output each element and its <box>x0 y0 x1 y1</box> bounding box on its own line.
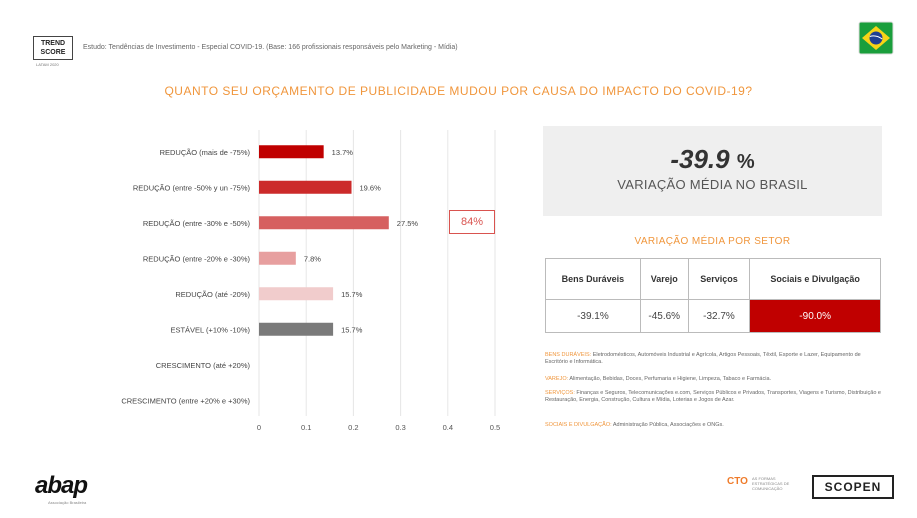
scopen-logo: SCOPEN <box>812 475 894 499</box>
x-tick-label: 0.2 <box>348 423 358 432</box>
average-variation-box: -39.9 % VARIAÇÃO MÉDIA NO BRASIL <box>543 126 882 216</box>
bar <box>259 287 334 301</box>
logo-line1: TREND <box>40 40 66 47</box>
sector-header: Bens Duráveis <box>545 258 641 300</box>
sector-title: VARIAÇÃO MÉDIA POR SETOR <box>634 236 791 247</box>
sector-value: -45.6% <box>639 299 689 333</box>
x-tick-label: 0.4 <box>443 423 453 432</box>
abap-subtitle: Associação Brasileira <box>48 500 87 505</box>
bar <box>259 145 324 159</box>
bar <box>259 216 389 230</box>
category-label: REDUÇÃO (entre -30% e -50%) <box>143 219 251 228</box>
legend-text: Finanças e Seguros, Telecomunicações e.c… <box>545 390 881 403</box>
sector-value: -39.1% <box>545 299 641 333</box>
sector-header-row: Bens Duráveis Varejo Serviços Sociais e … <box>545 258 881 300</box>
logo-line2: SCORE <box>40 49 66 56</box>
average-value: -39.9 % <box>543 144 882 175</box>
value-label: 7.8% <box>304 254 321 263</box>
legend-item: BENS DURÁVEIS: Eletrodomésticos, Automóv… <box>545 352 881 366</box>
sector-header: Sociais e Divulgação <box>749 258 881 300</box>
abap-logo: abap <box>35 472 88 499</box>
value-label: 27.5% <box>397 219 419 228</box>
sector-value-highlight: -90.0% <box>749 299 881 333</box>
category-label: CRESCIMENTO (até +20%) <box>156 361 251 370</box>
legend-item: SOCIAIS E DIVULGAÇÃO: Administração Públ… <box>545 422 881 429</box>
legend-text: Administração Pública, Associações e ONG… <box>612 422 724 428</box>
sector-value-row: -39.1% -45.6% -32.7% -90.0% <box>545 299 881 333</box>
average-caption: VARIAÇÃO MÉDIA NO BRASIL <box>617 177 808 192</box>
average-unit: % <box>736 151 755 173</box>
cto-logo: CTO <box>727 476 748 487</box>
x-tick-label: 0.1 <box>301 423 311 432</box>
value-label: 13.7% <box>332 148 354 157</box>
legend-text: Alimentação, Bebidas, Doces, Perfumaria … <box>569 376 772 382</box>
x-tick-label: 0 <box>257 423 261 432</box>
brazil-flag-icon <box>858 21 894 55</box>
bar <box>259 180 352 194</box>
average-number: -39.9 <box>670 144 730 174</box>
bar <box>259 322 334 336</box>
sector-table: Bens Duráveis Varejo Serviços Sociais e … <box>545 258 881 333</box>
category-label: REDUÇÃO (entre -20% e -30%) <box>143 254 251 263</box>
legend-item: SERVIÇOS: Finanças e Seguros, Telecomuni… <box>545 390 881 404</box>
x-tick-label: 0.3 <box>395 423 405 432</box>
logo-subtitle: LATAM 2020 <box>36 62 59 67</box>
category-label: ESTÁVEL (+10% -10%) <box>170 325 250 334</box>
x-tick-label: 0.5 <box>490 423 500 432</box>
category-label: CRESCIMENTO (entre +20% e +30%) <box>121 396 250 405</box>
legend-item: VAREJO: Alimentação, Bebidas, Doces, Per… <box>545 376 881 383</box>
value-label: 15.7% <box>341 290 363 299</box>
category-label: REDUÇÃO (mais de -75%) <box>160 148 251 157</box>
trend-score-logo: TREND SCORE <box>33 36 73 60</box>
legend-key: SOCIAIS E DIVULGAÇÃO: <box>545 422 612 428</box>
sector-header: Serviços <box>687 258 751 300</box>
chart-title: QUANTO SEU ORÇAMENTO DE PUBLICIDADE MUDO… <box>164 84 753 98</box>
study-description: Estudo: Tendências de Investimento - Esp… <box>83 44 458 51</box>
value-label: 19.6% <box>360 183 382 192</box>
category-label: REDUÇÃO (até -20%) <box>175 290 250 299</box>
value-label: 15.7% <box>341 325 363 334</box>
legend-text: Eletrodomésticos, Automóveis Industrial … <box>545 352 861 365</box>
total-reduction-callout: 84% <box>449 210 495 234</box>
bar <box>259 251 296 265</box>
cto-subtitle: AS FORMAS ESTRATÉGICAS DE COMUNICAÇÃO <box>752 476 790 491</box>
legend-key: VAREJO: <box>545 376 569 382</box>
legend-key: SERVIÇOS: <box>545 390 575 396</box>
sector-header: Varejo <box>639 258 689 300</box>
bar-chart: 0 0.1 0.2 0.3 0.4 0.5 REDUÇÃO (mais de -75%) 13… <box>121 130 500 432</box>
category-label: REDUÇÃO (entre -50% y un -75%) <box>133 183 251 192</box>
sector-value: -32.7% <box>687 299 751 333</box>
legend-key: BENS DURÁVEIS: <box>545 352 592 358</box>
